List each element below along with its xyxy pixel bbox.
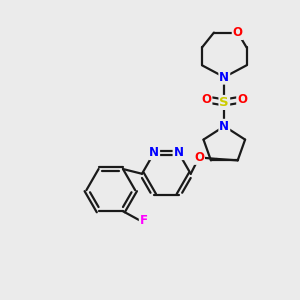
Text: N: N	[149, 146, 159, 159]
Text: N: N	[219, 71, 229, 84]
Text: O: O	[202, 93, 212, 106]
Text: F: F	[140, 214, 148, 226]
Text: O: O	[233, 26, 243, 39]
Text: O: O	[194, 151, 204, 164]
Text: N: N	[219, 120, 229, 133]
Text: N: N	[173, 146, 184, 159]
Text: O: O	[237, 93, 247, 106]
Text: S: S	[220, 96, 229, 109]
